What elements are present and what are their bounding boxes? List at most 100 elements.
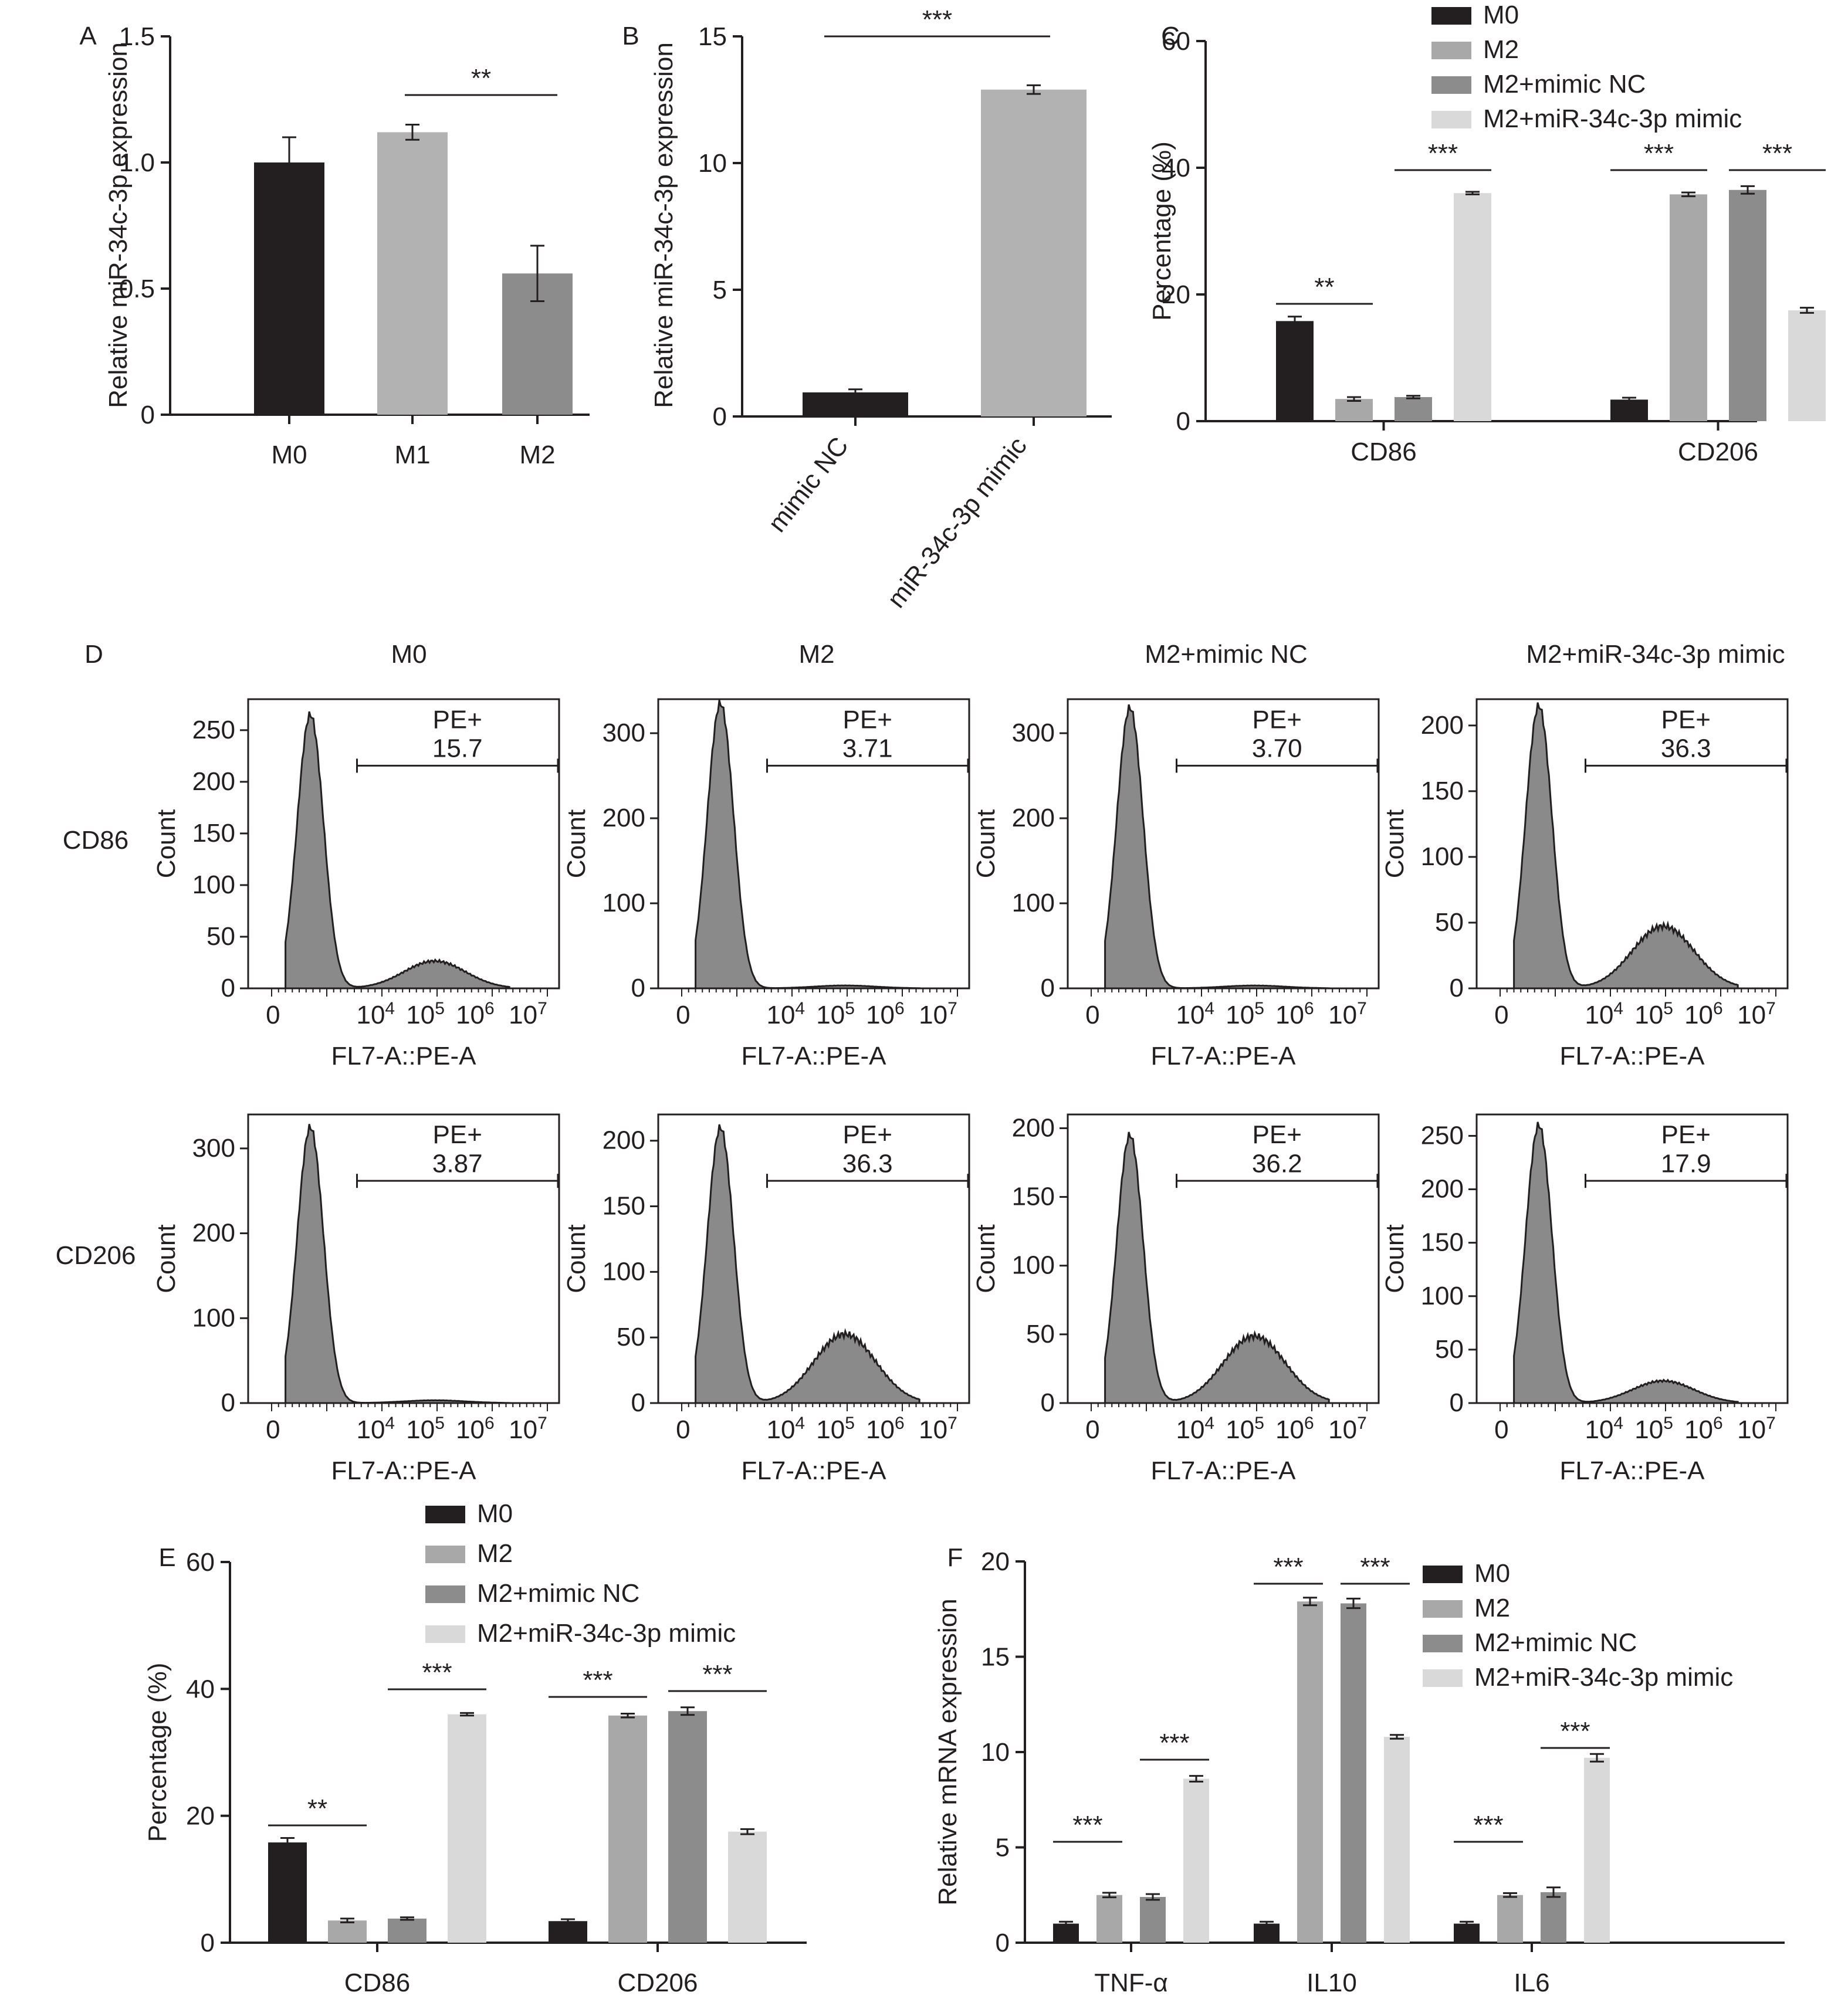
panel-C-legend-label: M2+mimic NC [1483,70,1646,99]
histogram-y-tick-label: 0 [1450,1388,1464,1417]
gate-value: 3.87 [432,1149,483,1178]
histogram-x-tick-label: 106 [456,1414,495,1444]
panel-E-significance-label: *** [583,1666,612,1695]
panel-E-significance-label: *** [702,1660,732,1689]
histogram-y-tick-label: 50 [1435,908,1464,937]
histogram-y-label: Count [1380,1224,1409,1293]
bar [668,1711,707,1943]
bar [388,1918,427,1943]
panel-C-legend-label: M2 [1483,35,1519,64]
panel-C-legend-swatch [1431,111,1471,128]
panel-C-legend-label: M2+miR-34c-3p mimic [1483,104,1742,133]
panel-E-legend-label: M2 [477,1539,513,1568]
panel-B-x-tick-label: miR-34c-3p mimic [882,432,1033,614]
panel-C-y-tick-label: 0 [1176,407,1190,436]
gate-label: PE+ [1661,1120,1711,1149]
panel-E-significance-label: *** [422,1658,452,1687]
panel-F-legend-swatch [1423,1566,1463,1583]
panel-F-x-tick-label: TNF-α [1094,1968,1168,1996]
histogram-y-tick-label: 300 [192,1134,235,1163]
panel-D-column-title: M2 [798,640,834,669]
panel-F-legend-label: M2+miR-34c-3p mimic [1474,1663,1733,1692]
histogram-y-tick-label: 150 [1421,777,1464,805]
histogram-x-label: FL7-A::PE-A [742,1456,887,1485]
histogram-x-tick-label: 107 [919,999,957,1029]
histogram-y-label: Count [972,809,1000,878]
panel-D-row-label: CD206 [56,1241,136,1270]
histogram-x-tick-label: 0 [1494,1415,1508,1444]
bar [1454,1923,1480,1943]
panel-label-B: B [622,22,639,50]
panel-E-legend-label: M2+miR-34c-3p mimic [477,1619,736,1648]
panel-E-legend-swatch [425,1585,465,1603]
histogram-x-tick-label: 104 [1176,1414,1214,1444]
histogram-x-tick-label: 106 [1684,999,1723,1029]
bar [268,1842,307,1943]
panel-C-legend-label: M0 [1483,1,1519,29]
panel-F-significance-label: *** [1360,1553,1390,1581]
histogram-x-tick-label: 0 [676,1415,690,1444]
bar [1183,1778,1209,1943]
panel-E-y-tick-label: 0 [201,1929,215,1957]
panel-E-legend-swatch [425,1625,465,1643]
histogram-y-tick-label: 100 [603,889,645,917]
histogram-y-label: Count [972,1224,1000,1293]
panel-C-y-tick-label: 20 [1162,280,1190,309]
panel-B-x-tick-label: mimic NC [763,432,854,537]
histogram-y-tick-label: 150 [603,1192,645,1221]
panel-F-x-tick-label: IL10 [1307,1968,1357,1996]
histogram-y-tick-label: 200 [1012,1113,1055,1142]
panel-C-legend-swatch [1431,7,1471,25]
histogram-y-tick-label: 0 [631,974,645,1002]
histogram-y-tick-label: 250 [192,716,235,744]
panel-C-y-label: Percentage (%) [1148,141,1176,321]
histogram-x-tick-label: 106 [866,1414,905,1444]
panel-A-y-tick-label: 0 [141,401,155,429]
bar [549,1921,587,1943]
histogram-curve [1513,702,1739,990]
histogram-x-tick-label: 105 [1634,1414,1673,1444]
histogram-x-tick-label: 105 [1226,999,1264,1029]
panel-E-legend-label: M0 [477,1499,513,1528]
bar [1454,193,1491,421]
gate-label: PE+ [433,705,482,734]
histogram-y-tick-label: 100 [1012,1251,1055,1280]
panel-B-y-tick-label: 15 [698,22,727,51]
histogram-y-tick-label: 0 [1041,1388,1055,1417]
panel-D-column-title: M2+mimic NC [1145,640,1307,669]
panel-F-y-tick-label: 5 [996,1834,1010,1862]
panel-C-x-tick-label: CD86 [1351,438,1417,466]
histogram-y-tick-label: 100 [1012,889,1055,917]
panel-C-y-tick-label: 60 [1162,27,1190,56]
bar [1384,1737,1410,1943]
histogram-x-label: FL7-A::PE-A [331,1456,477,1485]
histogram-x-tick-label: 105 [1226,1414,1264,1444]
panel-F-significance-label: *** [1473,1811,1503,1839]
gate-value: 3.71 [842,734,893,763]
histogram-curve [695,1124,920,1404]
panel-B-y-tick-label: 0 [713,402,727,431]
histogram-x-tick-label: 0 [1085,1415,1099,1444]
panel-E-legend-swatch [425,1546,465,1563]
histogram-x-tick-label: 105 [816,1414,855,1444]
bar [328,1920,367,1943]
histogram-x-label: FL7-A::PE-A [1560,1456,1705,1485]
panel-A-y-tick-label: 1.5 [119,22,155,51]
panel-F-significance-label: *** [1072,1811,1102,1839]
histogram-x-tick-label: 106 [1684,1414,1723,1444]
panel-C-legend-swatch [1431,76,1471,94]
panel-label-A: A [79,22,97,50]
histogram-y-tick-label: 0 [221,1388,235,1417]
histogram-x-tick-label: 107 [1737,999,1776,1029]
bar [981,89,1087,417]
histogram-y-tick-label: 200 [192,1219,235,1248]
panel-F-legend-label: M2 [1474,1594,1510,1622]
histogram-curve [285,711,510,990]
bar [1670,194,1707,421]
panel-D-column-title: M0 [391,640,427,669]
histogram-x-tick-label: 107 [509,999,547,1029]
histogram-x-tick-label: 107 [1737,1414,1776,1444]
panel-A-x-tick-label: M0 [271,441,307,469]
gate-value: 36.3 [1661,734,1711,763]
